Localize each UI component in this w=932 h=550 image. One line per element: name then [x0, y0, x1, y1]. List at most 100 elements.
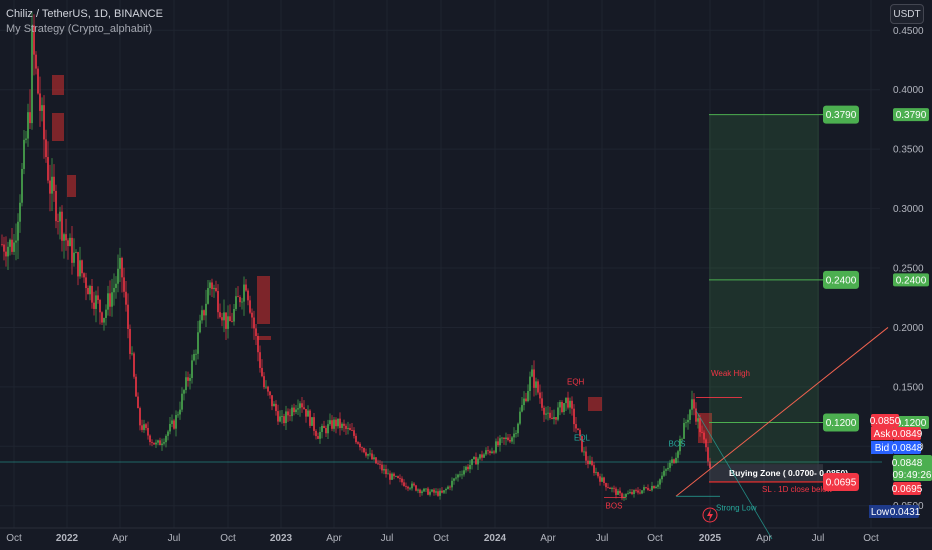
target-label-box — [823, 105, 859, 124]
candle-body — [695, 408, 697, 422]
candle-body — [273, 403, 275, 407]
candle-body — [529, 376, 531, 392]
candle-body — [327, 424, 329, 434]
candle-body — [255, 328, 257, 337]
candle-body — [503, 437, 505, 439]
candle-body — [383, 469, 385, 471]
candle-body — [29, 112, 31, 124]
candle-body — [545, 413, 547, 415]
candle-body — [165, 435, 167, 443]
candle-body — [225, 312, 227, 329]
candle-body — [439, 490, 441, 496]
axis-red-tag: 0.0850 — [870, 416, 901, 427]
candle-body — [573, 408, 575, 425]
candle-body — [587, 460, 589, 465]
candle-body — [247, 290, 249, 301]
symbol-title: Chiliz / TetherUS, 1D, BINANCE — [6, 8, 163, 20]
candle-body — [285, 411, 287, 424]
candle-body — [45, 139, 47, 158]
candle-body — [209, 282, 211, 289]
candle-body — [191, 360, 193, 378]
candle-body — [37, 68, 39, 94]
candle-body — [241, 301, 243, 303]
candle-body — [461, 474, 463, 476]
candle-body — [77, 252, 79, 277]
trade-setup: 0.3790 0.2400 0.1200 Buying Zone ( 0.0700- … — [567, 105, 889, 540]
candle-body — [427, 488, 429, 495]
candle-body — [11, 239, 13, 252]
candle-body — [585, 451, 587, 461]
candle-body — [69, 237, 71, 247]
candle-body — [553, 417, 555, 420]
candle-body — [217, 291, 219, 313]
time-tick-label: Oct — [647, 533, 663, 544]
candle-body — [63, 234, 65, 241]
stop-label-box — [823, 472, 859, 491]
candle-body — [175, 415, 177, 429]
candle-body — [535, 381, 537, 388]
time-axis[interactable]: Oct 2022 Apr Jul Oct 2023 Apr Jul Oct 2024 Apr Jul O… — [6, 533, 879, 544]
time-tick-label: 2023 — [270, 533, 293, 544]
uptrend-line — [675, 327, 889, 497]
candle-body — [131, 353, 133, 355]
candle-body — [657, 484, 659, 487]
candle-body — [551, 417, 553, 420]
candle-body — [703, 432, 705, 440]
candle-body — [289, 415, 291, 417]
candle-body — [463, 470, 465, 475]
lightning-icon-circle — [702, 507, 718, 523]
candle-body — [311, 417, 313, 426]
candle-body — [559, 402, 561, 408]
strong-low-label: Strong Low — [716, 503, 757, 512]
candle-body — [325, 428, 327, 434]
candle-body — [43, 105, 45, 140]
candle-body — [203, 310, 205, 316]
candle-body — [493, 451, 495, 453]
countdown: 09:49:26 — [893, 470, 932, 481]
candle-body — [679, 438, 681, 452]
candle-body — [393, 473, 395, 477]
candle-body — [365, 452, 367, 456]
candle-body — [277, 411, 279, 422]
candle-body — [245, 284, 247, 291]
weak-high-label: Weak High — [711, 369, 750, 378]
buying-zone-label: Buying Zone ( 0.0700- 0.0850) — [729, 468, 848, 478]
candle-body — [391, 473, 393, 480]
candle-body — [397, 476, 399, 478]
candle-body — [415, 485, 417, 491]
candle-body — [145, 424, 147, 428]
candle-body — [691, 399, 693, 410]
candlestick-series — [1, 12, 711, 501]
candle-body — [201, 310, 203, 321]
candle-body — [291, 407, 293, 417]
lightning-icon — [702, 507, 718, 523]
candle-body — [237, 296, 239, 298]
candle-body — [403, 482, 405, 487]
currency-button[interactable]: USDT — [890, 4, 924, 24]
candle-body — [87, 287, 89, 295]
candle-body — [181, 393, 183, 410]
axis-stop-tag: 0.0695 — [892, 484, 923, 495]
candle-body — [171, 420, 173, 424]
candle-body — [449, 486, 451, 488]
candle-body — [647, 487, 649, 490]
candle-body — [31, 25, 33, 124]
candle-body — [385, 469, 387, 475]
candle-body — [565, 397, 567, 404]
candle-body — [689, 409, 691, 420]
candle-body — [659, 479, 661, 485]
candle-body — [85, 277, 87, 288]
candle-body — [645, 487, 647, 488]
candle-body — [359, 443, 361, 448]
candle-body — [683, 422, 685, 439]
candle-body — [67, 240, 69, 247]
candle-body — [527, 391, 529, 402]
candle-body — [17, 221, 19, 241]
candle-body — [425, 488, 427, 490]
candle-body — [47, 157, 49, 181]
candle-body — [293, 407, 295, 413]
last-price-box — [893, 455, 932, 481]
target-label: 0.3790 — [826, 110, 857, 121]
candle-body — [437, 491, 439, 496]
